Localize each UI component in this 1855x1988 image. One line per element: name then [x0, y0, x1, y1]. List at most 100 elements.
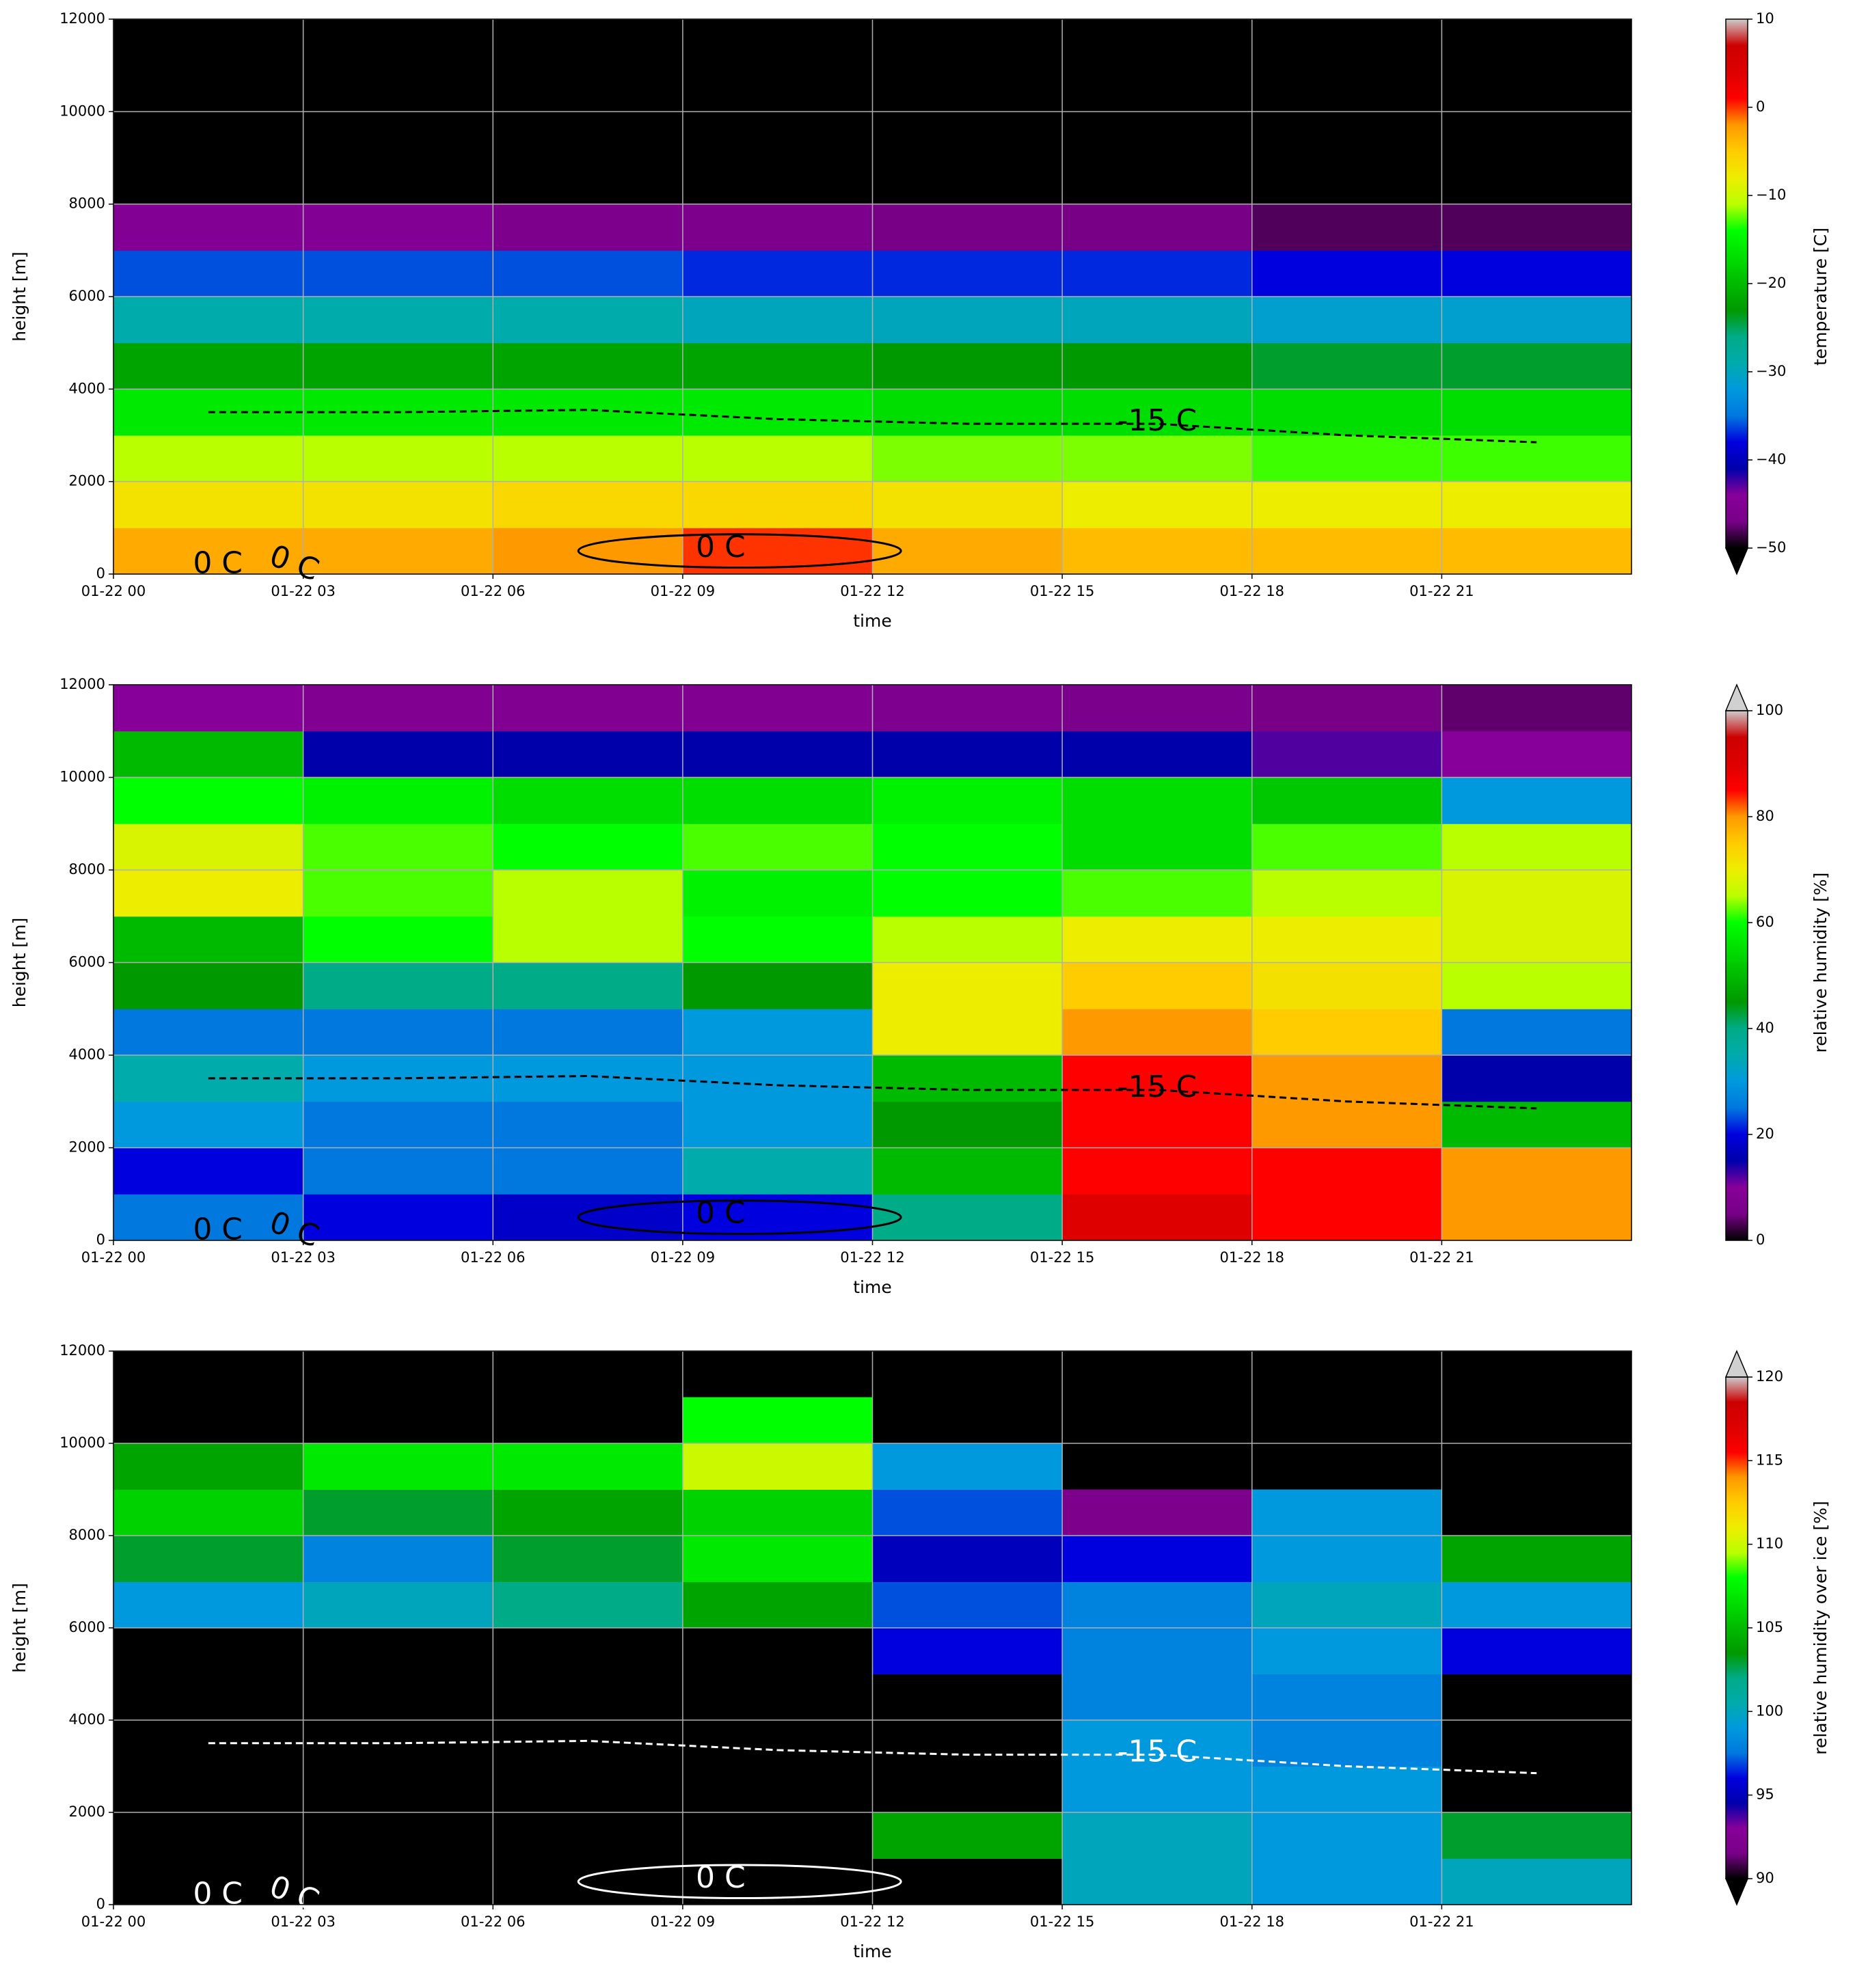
heat-cell: [493, 528, 683, 575]
heat-cell: [872, 685, 1063, 732]
contour-label: 0 C: [193, 545, 243, 580]
heat-cell: [1441, 297, 1632, 344]
y-tick-label: 10000: [59, 1434, 105, 1451]
heat-cell: [872, 435, 1063, 482]
heat-cell: [872, 342, 1063, 390]
heat-cell: [1441, 916, 1632, 963]
heat-cell: [1062, 1628, 1253, 1674]
heat-cell: [1062, 962, 1253, 1009]
contour-line: [208, 1074, 1537, 1110]
heat-cell: [113, 916, 304, 963]
y-tick-label: 2000: [69, 1803, 105, 1820]
y-axis-label: height [m]: [10, 1583, 29, 1673]
heat-cell: [303, 297, 493, 344]
contour-label: 0 C: [193, 1877, 243, 1911]
heat-cell: [682, 435, 873, 482]
x-tick-label: 01-22 03: [271, 1914, 335, 1930]
heat-cell: [1251, 1055, 1442, 1102]
heat-cell: [1062, 435, 1253, 482]
heat-cell: [303, 685, 493, 732]
heat-cell: [1441, 1812, 1632, 1859]
colorbar-tick-label: −30: [1756, 363, 1786, 379]
contour-label: -15 C: [1118, 1070, 1197, 1104]
heat-cell: [113, 962, 304, 1009]
colorbar-extend: [1724, 1350, 1749, 1378]
heat-cell: [872, 481, 1063, 528]
heat-cell: [493, 481, 683, 528]
heat-cell: [1251, 1009, 1442, 1056]
heat-cell: [1441, 1009, 1632, 1056]
heat-cell: [872, 250, 1063, 297]
heat-cell: [1251, 1581, 1442, 1629]
heat-cell: [1062, 1101, 1253, 1148]
heat-cell: [682, 823, 873, 871]
plot-frame: [113, 1350, 1632, 1905]
heat-cell: [493, 685, 683, 732]
heat-cell: [872, 823, 1063, 871]
heat-cell: [682, 870, 873, 917]
contour-outline: [577, 533, 902, 569]
contour-label: 0 C: [696, 530, 746, 564]
heat-cell: [1062, 870, 1253, 917]
y-tick-label: 6000: [69, 954, 105, 970]
heat-cell: [682, 204, 873, 251]
heat-cell: [682, 297, 873, 344]
heat-cell: [1251, 1720, 1442, 1767]
x-tick-label: 01-22 15: [1030, 1249, 1094, 1266]
heat-cell: [493, 916, 683, 963]
heat-cell: [493, 389, 683, 436]
colorbar-tick-label: 100: [1756, 702, 1783, 718]
heat-cell: [1441, 204, 1632, 251]
heat-cell: [113, 204, 304, 251]
colorbar-tick-label: 105: [1756, 1619, 1783, 1635]
heat-cell: [493, 1101, 683, 1148]
heat-cell: [493, 870, 683, 917]
heat-cell: [1251, 297, 1442, 344]
colorbar-tick-label: 0: [1756, 1231, 1765, 1248]
colorbar-label: relative humidity over ice [%]: [1811, 1501, 1830, 1755]
heat-cell: [1441, 1194, 1632, 1241]
heat-cell: [113, 777, 304, 824]
heat-cell: [1251, 250, 1442, 297]
colorbar-tick-label: −10: [1756, 187, 1786, 203]
y-tick-label: 8000: [69, 861, 105, 877]
heat-cell: [682, 250, 873, 297]
x-tick-label: 01-22 12: [840, 1249, 904, 1266]
y-tick-label: 8000: [69, 195, 105, 212]
x-axis-label: time: [853, 1277, 891, 1297]
heat-cell: [1062, 685, 1253, 732]
heat-cell: [303, 528, 493, 575]
contour-line: [208, 1739, 1537, 1775]
heat-cell: [1251, 916, 1442, 963]
x-tick-label: 01-22 18: [1220, 583, 1284, 599]
x-tick-label: 01-22 18: [1220, 1249, 1284, 1266]
heat-cell: [1062, 1489, 1253, 1536]
heat-cell: [1441, 870, 1632, 917]
y-tick-label: 0: [96, 1896, 105, 1912]
heat-cell: [872, 1489, 1063, 1536]
colorbar-extend: [1724, 547, 1749, 575]
heat-cell: [1062, 1581, 1253, 1629]
heat-cell: [872, 1628, 1063, 1674]
colorbar-tick-label: 120: [1756, 1368, 1783, 1385]
contour-outline: [577, 1864, 902, 1900]
heat-cell: [1062, 1536, 1253, 1582]
heat-cell: [872, 962, 1063, 1009]
heat-cell: [493, 1009, 683, 1056]
colorbar: [1726, 711, 1748, 1240]
heat-cell: [872, 1581, 1063, 1629]
heat-cell: [493, 297, 683, 344]
heat-cell: [1441, 1101, 1632, 1148]
colorbar-tick-label: 20: [1756, 1126, 1774, 1142]
heat-cell: [1441, 250, 1632, 297]
heat-cell: [303, 823, 493, 871]
contour-line: [208, 409, 1537, 444]
contour-label: 0 C: [193, 1212, 243, 1247]
heat-cell: [682, 962, 873, 1009]
heat-cell: [872, 1443, 1063, 1490]
heat-cell: [493, 342, 683, 390]
heat-cell: [682, 1581, 873, 1629]
heat-cell: [682, 685, 873, 732]
heat-cell: [682, 1443, 873, 1490]
